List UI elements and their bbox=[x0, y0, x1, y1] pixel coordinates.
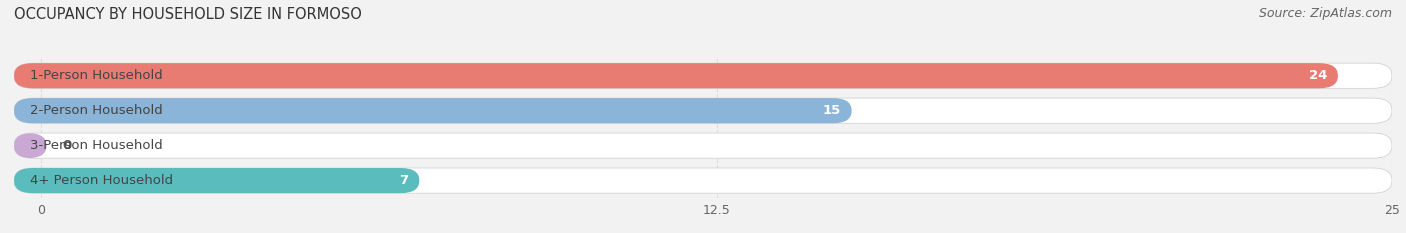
Text: 15: 15 bbox=[823, 104, 841, 117]
FancyBboxPatch shape bbox=[14, 168, 1392, 193]
Text: OCCUPANCY BY HOUSEHOLD SIZE IN FORMOSO: OCCUPANCY BY HOUSEHOLD SIZE IN FORMOSO bbox=[14, 7, 361, 22]
FancyBboxPatch shape bbox=[14, 168, 419, 193]
Text: 0: 0 bbox=[63, 139, 72, 152]
FancyBboxPatch shape bbox=[14, 98, 1392, 123]
Text: 4+ Person Household: 4+ Person Household bbox=[31, 174, 173, 187]
FancyBboxPatch shape bbox=[14, 133, 1392, 158]
Text: 3-Person Household: 3-Person Household bbox=[31, 139, 163, 152]
FancyBboxPatch shape bbox=[14, 133, 46, 158]
Text: 24: 24 bbox=[1309, 69, 1327, 82]
Text: 2-Person Household: 2-Person Household bbox=[31, 104, 163, 117]
Text: 7: 7 bbox=[399, 174, 409, 187]
FancyBboxPatch shape bbox=[14, 63, 1339, 88]
FancyBboxPatch shape bbox=[14, 63, 1392, 88]
Text: Source: ZipAtlas.com: Source: ZipAtlas.com bbox=[1258, 7, 1392, 20]
FancyBboxPatch shape bbox=[14, 98, 852, 123]
Text: 1-Person Household: 1-Person Household bbox=[31, 69, 163, 82]
